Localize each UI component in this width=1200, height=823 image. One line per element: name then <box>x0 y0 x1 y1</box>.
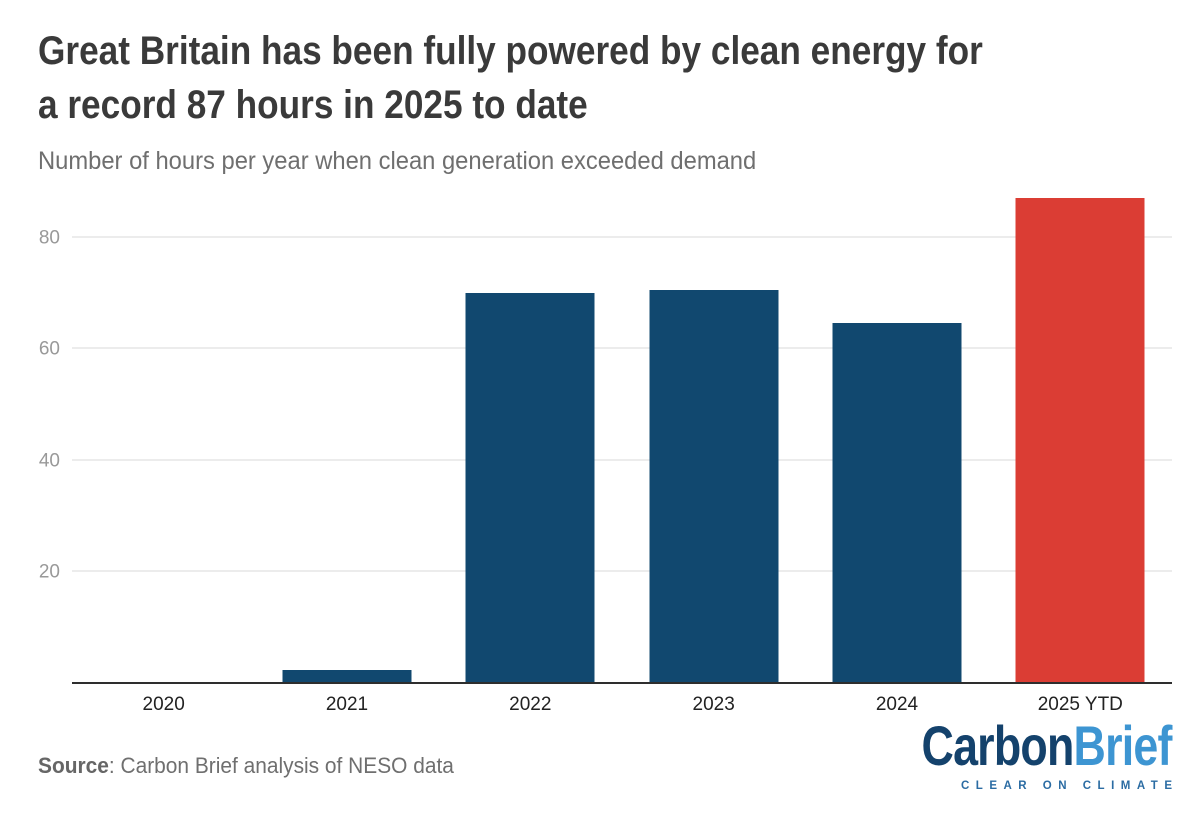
logo-carbon: Carbon <box>921 714 1075 777</box>
y-tick-label-80: 80 <box>38 227 60 249</box>
x-tick-label-2023: 2023 <box>692 694 735 715</box>
source-note: Source: Carbon Brief analysis of NESO da… <box>38 753 454 779</box>
logo-brief: Brief <box>1073 714 1173 777</box>
logo-tagline: CLEAR ON CLIMATE <box>960 780 1179 792</box>
gridline-80 <box>72 235 1172 238</box>
bar-2022 <box>465 292 595 683</box>
bars-row: 2020 2021 2022 2023 2024 2025 YTD <box>72 195 1172 715</box>
y-tick-label-20: 20 <box>38 561 60 583</box>
chart-title-line-2: a record 87 hours in 2025 to date <box>38 83 588 127</box>
plot-area: 20 40 60 80 2020 2021 2022 2023 2024 2025 YTD <box>39 195 1172 715</box>
chart-subtitle: Number of hours per year when clean gene… <box>38 147 757 175</box>
x-tick-label-2022: 2022 <box>509 694 552 715</box>
bar-slot-2024: 2024 <box>805 195 988 715</box>
bar-slot-2025-ytd: 2025 YTD <box>989 195 1172 715</box>
carbonbrief-wordmark: CarbonBrief <box>922 718 1173 774</box>
bar-2025-ytd <box>1015 197 1145 683</box>
bar-2023 <box>649 289 779 683</box>
bar-2024 <box>832 323 962 683</box>
source-label: Source <box>38 753 109 778</box>
y-tick-label-40: 40 <box>38 450 60 472</box>
chart-title-line-1: Great Britain has been fully powered by … <box>38 29 983 73</box>
bar-slot-2023: 2023 <box>622 195 805 715</box>
x-tick-label-2020: 2020 <box>142 694 185 715</box>
bar-slot-2022: 2022 <box>439 195 622 715</box>
y-tick-label-60: 60 <box>38 338 60 360</box>
x-tick-label-2021: 2021 <box>325 694 369 715</box>
source-text: : Carbon Brief analysis of NESO data <box>108 753 454 778</box>
bar-slot-2020: 2020 <box>72 195 255 715</box>
gridline-20 <box>72 570 1172 573</box>
carbonbrief-logo: CarbonBrief CLEAR ON CLIMATE <box>859 718 1173 793</box>
gridline-40 <box>72 458 1172 461</box>
gridline-60 <box>72 347 1172 350</box>
x-tick-label-2024: 2024 <box>875 694 919 715</box>
x-tick-label-2025-ytd: 2025 YTD <box>1037 694 1123 715</box>
x-axis-line <box>72 682 1172 684</box>
bar-slot-2021: 2021 <box>255 195 438 715</box>
chart-header: Great Britain has been fully powered by … <box>38 24 1112 176</box>
bar-2021 <box>282 669 412 683</box>
